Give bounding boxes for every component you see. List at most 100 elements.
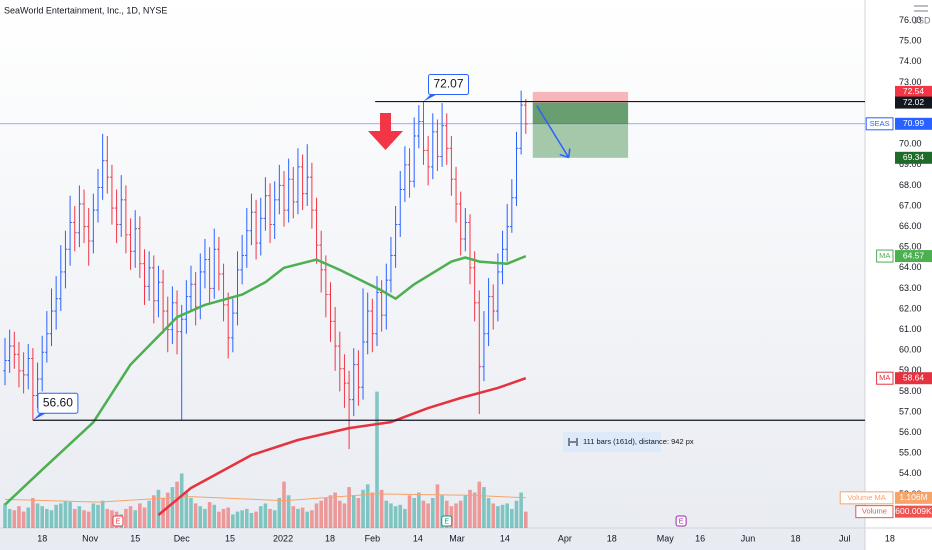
volume-bar: [519, 492, 523, 528]
volume-bar: [491, 503, 496, 528]
volume-bar: [365, 484, 370, 528]
volume-bar: [305, 511, 310, 528]
measure-tooltip: 111 bars (161d), distance: 942 px: [563, 432, 694, 452]
x-tick-label: 18: [885, 533, 895, 543]
tooltip-text: 111 bars (161d), distance: 942 px: [583, 437, 694, 446]
y-tick-label: 57.00: [899, 406, 922, 416]
price-tag: [895, 372, 932, 385]
x-tick-label: Dec: [174, 533, 191, 543]
volume-bar: [240, 510, 244, 528]
y-tick-label: 62.00: [899, 303, 922, 313]
volume-bar: [458, 500, 463, 528]
x-tick-label: 18: [607, 533, 617, 543]
price-tag: [895, 491, 932, 504]
volume-bar: [482, 487, 486, 528]
target-zone: [532, 102, 629, 158]
y-tick-label: 61.00: [899, 324, 922, 334]
volume-bar: [417, 492, 421, 528]
x-tick-label: 18: [37, 533, 47, 543]
volume-bar: [291, 506, 296, 528]
volume-bar: [496, 506, 500, 528]
volume-bar: [407, 495, 412, 528]
price-tag-label: 72.02: [903, 97, 925, 107]
volume-bar: [463, 495, 468, 528]
volume-bar: [231, 514, 235, 528]
tag-name: Volume MA: [847, 493, 885, 502]
tag-name: MA: [879, 251, 890, 260]
tag-name-box: [865, 117, 894, 131]
volume-bar: [138, 503, 142, 528]
earnings-marker: [112, 515, 124, 527]
chart-title: SeaWorld Entertainment, Inc., 1D, NYSE: [4, 5, 167, 15]
volume-bar: [375, 391, 379, 528]
volume-bar: [221, 508, 226, 528]
volume-bar: [398, 504, 403, 528]
price-tag: [895, 85, 932, 98]
stop-zone: [532, 91, 629, 103]
price-tag-label: 72.54: [903, 86, 925, 96]
volume-bar: [31, 498, 35, 528]
x-tick-label: Mar: [449, 533, 465, 543]
x-tick-label: 18: [790, 533, 800, 543]
volume-bar: [156, 489, 161, 528]
volume-bar: [128, 506, 133, 528]
x-tick-label: 14: [500, 533, 510, 543]
volume-bar: [426, 503, 430, 528]
y-tick-label: 75.00: [899, 36, 922, 46]
currency: USD: [911, 15, 931, 25]
volume-bar: [514, 500, 519, 528]
volume-bar: [268, 508, 272, 528]
y-tick-label: 54.00: [899, 468, 922, 478]
x-tick-label: 2022: [273, 533, 293, 543]
tag-name-box: [855, 505, 894, 519]
plot: [0, 90, 865, 528]
volume-ma-line: [4, 493, 526, 503]
axis-icon[interactable]: [914, 5, 928, 12]
volume-bar: [444, 500, 449, 528]
volume-bar: [263, 503, 268, 528]
x-tick-label: 15: [130, 533, 140, 543]
volume-bar: [254, 511, 258, 528]
callout-label: 56.60: [43, 395, 73, 409]
volume-bar: [217, 511, 221, 528]
y-tick-label: 60.00: [899, 345, 922, 355]
volume-bar: [105, 508, 110, 528]
volume-bar: [133, 510, 137, 528]
x-tick-label: 16: [695, 533, 705, 543]
volume-bar: [151, 495, 156, 528]
y-tick-label: 58.00: [899, 386, 922, 396]
volume-bar: [379, 489, 384, 528]
volume-bar: [142, 507, 147, 528]
x-tick-label: 18: [325, 533, 335, 543]
x-tick-label: 14: [413, 533, 423, 543]
volume-bar: [314, 503, 319, 528]
volume-bar: [389, 503, 393, 528]
volume-bar: [286, 495, 291, 528]
volume-bar: [96, 504, 100, 528]
volume-bar: [412, 498, 416, 528]
tooltip-bg: [563, 432, 661, 452]
tag-name-box: [876, 249, 894, 263]
volume-bar: [454, 503, 458, 528]
price-tag-label: 58.64: [903, 372, 925, 382]
x-tick-label: Nov: [82, 533, 99, 543]
y-tick-label: 76.00: [899, 15, 922, 25]
volume-bar: [100, 500, 105, 528]
y-tick-label: 56.00: [899, 427, 922, 437]
volume-bar: [523, 511, 528, 528]
volume-bar: [333, 492, 337, 528]
ma-line: [157, 377, 527, 516]
volume-bar: [124, 508, 128, 528]
volume-bar: [26, 507, 31, 528]
earnings-label: E: [444, 518, 449, 525]
y-tick-label: 68.00: [899, 180, 922, 190]
volume-bar: [175, 481, 179, 528]
volume-bar: [110, 510, 114, 528]
price-tag-label: 69.34: [903, 152, 925, 162]
x-tick-label: Jun: [741, 533, 756, 543]
tooltip-icon: [568, 438, 578, 446]
volume-bar: [165, 492, 170, 528]
volume-bar: [17, 506, 21, 528]
volume-bar: [91, 503, 96, 528]
